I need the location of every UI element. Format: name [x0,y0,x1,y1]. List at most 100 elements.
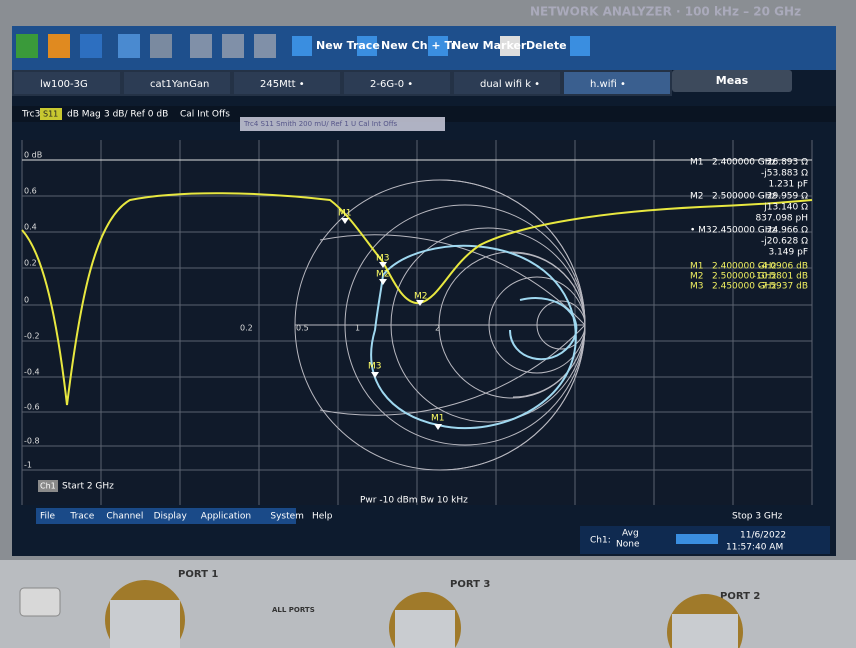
tab-label[interactable]: cat1YanGan [150,79,209,90]
marker-label: M1 [431,414,445,424]
smith-label: 0.2 [240,324,253,333]
readout-value: 1.231 pF [768,180,808,190]
overlay-badge [240,117,445,131]
tab-label[interactable]: lw100-3G [40,79,88,90]
btn-new-ch[interactable]: New Ch + Tr [381,39,457,52]
status-ch: Ch1: [590,536,611,546]
readout-freq: 2.400000 GHz [712,158,777,168]
readout-value: -7.5937 dB [759,282,809,292]
tab[interactable] [564,72,670,94]
menu-item[interactable]: Trace [69,512,94,522]
trace-format: dB Mag [67,110,101,120]
y-label: 0 dB [24,151,42,160]
y-label: -0.4 [24,368,40,377]
readout-value: -4.0906 dB [759,262,809,272]
trace-cal: Cal Int Offs [180,110,230,120]
btn-new-trace[interactable]: New Trace [316,39,380,52]
readout-value: 24.966 Ω [767,226,808,236]
readout-freq: 2.450000 GHz [712,226,777,236]
readout-value: -j53.883 Ω [761,169,808,179]
tab[interactable] [344,72,450,94]
param-badge [40,108,62,120]
marker-label: M3 [368,362,382,372]
readout-value: 29.959 Ω [767,192,808,202]
y-label: 0.4 [24,223,37,232]
menu-item[interactable]: Display [154,512,188,522]
tab[interactable] [454,72,560,94]
marker-label: M1 [338,209,352,219]
power-button[interactable] [19,587,61,617]
menu-item[interactable]: Application [201,512,251,522]
smith-label: 1 [355,324,360,333]
btn-delete[interactable]: Delete [526,39,567,52]
tab[interactable] [124,72,230,94]
readout-value: -j20.628 Ω [761,237,808,247]
menu-item[interactable]: System [270,512,304,522]
y-label: 0.6 [24,187,37,196]
readout-marker: • M3 [690,226,712,236]
port-label: PORT 2 [720,591,760,602]
channel-stop: Stop 3 GHz [732,512,783,522]
tab-label[interactable]: h.wifi • [590,79,626,90]
readout-marker: M2 [690,192,704,202]
status-none: None [616,540,640,550]
readout-value: 837.098 pH [755,214,808,224]
readout-freq: 2.500000 GHz [712,192,777,202]
marker-label: M2 [414,292,428,302]
trace-param: S11 [43,110,58,119]
trace-info-bar [12,106,836,122]
menu-item[interactable]: Help [312,512,333,522]
overlay-info: Trc4 S11 Smith 200 mU/ Ref 1 U Cal Int O… [243,120,398,128]
tab-bar [12,70,672,96]
port-label: PORT 3 [450,579,490,590]
menu-item[interactable]: File [40,512,56,522]
smith-trace [370,244,578,430]
status-time: 11:57:40 AM [726,543,783,553]
marker-label: M2 [376,270,390,280]
channel-name: Ch1 [40,482,56,491]
readout-value: 26.893 Ω [767,158,808,168]
readout-marker: M1 [690,158,704,168]
y-label: -0.6 [24,403,40,412]
smith-label: 2 [435,324,440,333]
readout-value: j13.140 Ω [763,203,808,213]
channel-start: Start 2 GHz [62,482,114,492]
smith-label: 0.5 [296,324,309,333]
y-label: -0.8 [24,437,40,446]
readout-value: 3.149 pF [768,248,808,258]
menu-item[interactable]: Channel [106,512,143,522]
trace-scale: 3 dB/ Ref 0 dB [104,110,168,120]
port-label: PORT 1 [178,569,218,580]
connectors [105,580,743,648]
y-label: -1 [24,461,32,470]
channel-badge [38,480,58,492]
y-label: 0 [24,296,29,305]
tab-label[interactable]: 2-6G-0 • [370,79,413,90]
readout-marker: M2 [690,272,704,282]
db-trace [21,192,813,406]
status-date: 11/6/2022 [740,531,786,541]
menu-bar [36,508,296,524]
meas-button[interactable] [672,70,792,92]
all-ports: ALL PORTS [272,606,315,614]
readout-freq: 2.400000 GHz [712,262,777,272]
tab[interactable] [14,72,120,94]
toolbar [12,26,836,70]
readout-marker: M3 [690,282,704,292]
toolbar-icons [16,34,590,58]
tab-label[interactable]: 245Mtt • [260,79,305,90]
marker-triangles [341,218,442,430]
y-label: -0.2 [24,332,40,341]
btn-new-marker[interactable]: New Marker [452,39,527,52]
trace-name: Trc3 [21,110,40,120]
tab-label[interactable]: dual wifi k • [480,79,540,90]
readout-freq: 2.450000 GHz [712,282,777,292]
progress [676,534,718,544]
status-avg: Avg [622,529,639,539]
readout-marker: M1 [690,262,704,272]
tab[interactable] [234,72,340,94]
channel-power: Pwr -10 dBm Bw 10 kHz [360,496,468,506]
meas-label[interactable]: Meas [716,74,749,87]
smith-chart [294,179,586,471]
